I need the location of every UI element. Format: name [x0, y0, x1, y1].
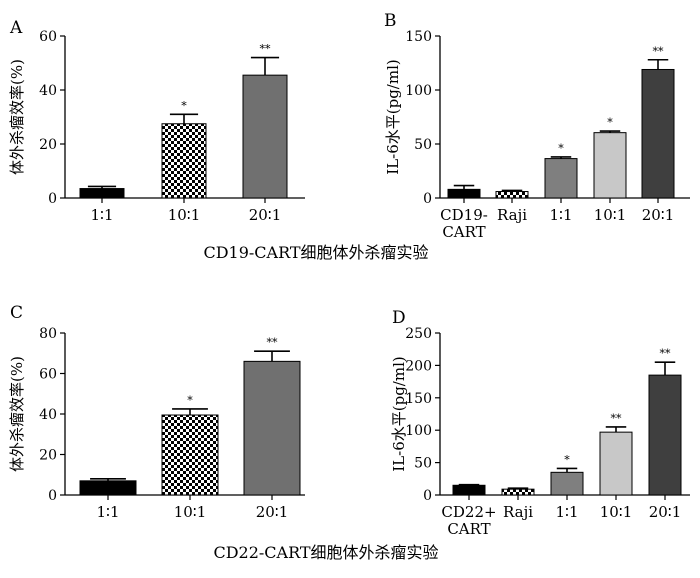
- significance-label: *: [181, 99, 187, 112]
- x-tick-label: 10∶1: [600, 503, 633, 521]
- y-axis-label: 体外杀瘤效率(%): [8, 356, 26, 472]
- bar: [242, 74, 288, 199]
- x-tick-label-line: CART: [447, 520, 490, 538]
- bar: [501, 488, 535, 496]
- x-tick-label: Raji: [503, 503, 533, 521]
- x-tick-label: CD22+ CART: [441, 503, 496, 538]
- y-tick-label: 0: [423, 191, 432, 207]
- chart-panel-d: D 0 50 100 150 200 250 IL-6水平(pg/ml) CD22+ CART Ra…: [390, 308, 690, 538]
- x-tick-label: 20∶1: [649, 503, 682, 521]
- bar: [593, 132, 627, 199]
- y-tick-label: 150: [405, 29, 432, 45]
- y-tick-label: 0: [48, 488, 57, 504]
- bar: [550, 471, 584, 496]
- bar: [79, 188, 125, 199]
- bar: [243, 360, 301, 496]
- y-tick-label: 20: [39, 448, 57, 464]
- y-tick-label: 0: [48, 191, 57, 207]
- y-tick-label: 60: [39, 367, 57, 383]
- bar: [599, 431, 633, 496]
- x-tick-label: 1∶1: [556, 503, 579, 521]
- y-tick-label: 40: [39, 407, 57, 423]
- significance-label: *: [558, 142, 564, 155]
- y-tick-label: 150: [405, 391, 432, 407]
- significance-label: **: [611, 412, 623, 425]
- significance-label: *: [607, 116, 613, 129]
- bar: [648, 374, 682, 496]
- x-tick-label: 20∶1: [256, 503, 289, 521]
- caption-bottom: CD22-CART细胞体外杀瘤实验: [213, 543, 438, 562]
- y-axis-label: IL-6水平(pg/ml): [384, 59, 402, 174]
- bar: [447, 188, 481, 199]
- x-tick-label-line: CD19-: [440, 206, 488, 224]
- y-tick-label: 40: [39, 83, 57, 99]
- bar: [495, 191, 529, 199]
- bar: [79, 480, 137, 496]
- bar: [161, 414, 219, 496]
- chart-panels: A0204060体外杀瘤效率(%)1∶1*10∶1**20∶1B05010015…: [8, 11, 690, 538]
- y-tick-label: 250: [405, 326, 432, 342]
- x-tick-label: 10∶1: [168, 206, 201, 224]
- significance-label: **: [267, 336, 279, 349]
- y-axis-label: 体外杀瘤效率(%): [8, 59, 26, 175]
- y-tick-label: 20: [39, 137, 57, 153]
- bar: [641, 68, 675, 199]
- bar: [544, 158, 578, 199]
- x-tick-label: 1∶1: [91, 206, 114, 224]
- chart-panel-c: C 0 20 40 60 80 体外杀瘤效率(%) 1∶1 * 10∶1 ** 20∶1: [8, 303, 305, 521]
- x-tick-label: 10∶1: [594, 206, 627, 224]
- y-tick-label: 100: [405, 83, 432, 99]
- panel-letter: D: [392, 308, 406, 328]
- y-tick-label: 0: [423, 488, 432, 504]
- y-tick-label: 200: [405, 358, 432, 374]
- significance-label: *: [564, 453, 570, 466]
- bar: [161, 123, 207, 199]
- y-tick-label: 50: [414, 456, 432, 472]
- y-tick-label: 60: [39, 29, 57, 45]
- x-tick-label: CD19-CART: [440, 206, 488, 241]
- caption-top: CD19-CART细胞体外杀瘤实验: [203, 243, 428, 262]
- x-tick-label-line: CD22+: [441, 503, 496, 521]
- x-tick-label: 10∶1: [174, 503, 207, 521]
- x-tick-label-line: CART: [442, 223, 485, 241]
- panel-letter: A: [9, 18, 23, 38]
- significance-label: **: [260, 43, 272, 56]
- y-tick-label: 80: [39, 326, 57, 342]
- significance-label: *: [187, 394, 193, 407]
- bar: [452, 484, 486, 496]
- y-tick-label: 50: [414, 137, 432, 153]
- panel-letter: C: [10, 303, 23, 323]
- x-tick-label: 20∶1: [642, 206, 675, 224]
- x-tick-label: Raji: [497, 206, 527, 224]
- chart-panel-a: A 0 20 40 60 体外杀瘤效率(%) 1∶1 * 10∶1 ** 20∶1: [8, 18, 305, 224]
- significance-label: **: [660, 347, 672, 360]
- y-tick-label: 100: [405, 423, 432, 439]
- significance-label: **: [653, 45, 665, 58]
- panel-letter: B: [384, 11, 397, 31]
- y-axis-label: IL-6水平(pg/ml): [390, 356, 408, 471]
- x-tick-label: 1∶1: [97, 503, 120, 521]
- x-tick-label: 1∶1: [550, 206, 573, 224]
- x-tick-label: 20∶1: [249, 206, 282, 224]
